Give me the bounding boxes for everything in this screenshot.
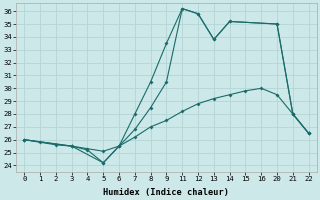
X-axis label: Humidex (Indice chaleur): Humidex (Indice chaleur) [103,188,229,197]
